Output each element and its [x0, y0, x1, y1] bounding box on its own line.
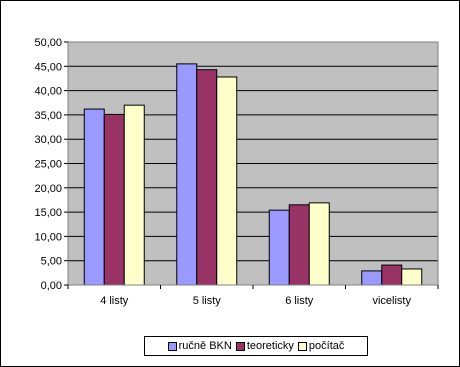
bar-1-3 — [268, 209, 290, 286]
bar-2-3 — [288, 204, 310, 286]
y-tick-label: 25,00 — [34, 159, 62, 171]
y-tick-label: 15,00 — [34, 207, 62, 219]
y-tick-label: 5,00 — [41, 256, 62, 268]
bar-2-2 — [196, 69, 218, 286]
legend-swatch — [167, 341, 177, 351]
bar-3-4 — [401, 268, 423, 286]
x-tick-label: vicelisty — [372, 295, 411, 307]
x-tick-label: 6 listy — [285, 295, 314, 307]
y-tick-label: 45,00 — [34, 61, 62, 73]
x-tick-label: 4 listy — [100, 295, 129, 307]
y-tick-label: 20,00 — [34, 183, 62, 195]
bar-3-1 — [123, 104, 145, 286]
legend-label: počítač — [308, 340, 345, 352]
bar-1-2 — [176, 63, 198, 286]
y-tick-label: 30,00 — [34, 134, 62, 146]
x-tick-label: 5 listy — [193, 295, 222, 307]
y-tick-label: 50,00 — [34, 37, 62, 49]
bar-1-4 — [361, 270, 383, 286]
y-tick-label: 35,00 — [34, 110, 62, 122]
y-tick-label: 10,00 — [34, 231, 62, 243]
y-tick-label: 40,00 — [34, 86, 62, 98]
y-tick-labels: 0,00 5,00 10,00 15,00 20,00 25,00 30,00 35,00 40… — [34, 37, 68, 292]
legend-label: teoreticky — [246, 340, 294, 352]
legend: ručně BKN teoreticky počítač — [144, 336, 368, 356]
legend-item-2: teoreticky — [235, 340, 294, 352]
legend-item-3: počítač — [297, 340, 345, 352]
legend-swatch — [297, 341, 307, 351]
bar-2-4 — [381, 264, 403, 286]
bar-3-2 — [216, 76, 238, 286]
bar-3-3 — [308, 202, 330, 286]
y-tick-label: 0,00 — [41, 280, 62, 292]
legend-item-1: ručně BKN — [167, 340, 232, 352]
x-tick-labels: 4 listy 5 listy 6 listy vicelisty — [67, 285, 439, 307]
legend-swatch — [235, 341, 245, 351]
legend-label: ručně BKN — [178, 340, 232, 352]
bars — [83, 63, 423, 286]
bar-2-1 — [103, 113, 125, 286]
bar-1-1 — [83, 108, 105, 286]
